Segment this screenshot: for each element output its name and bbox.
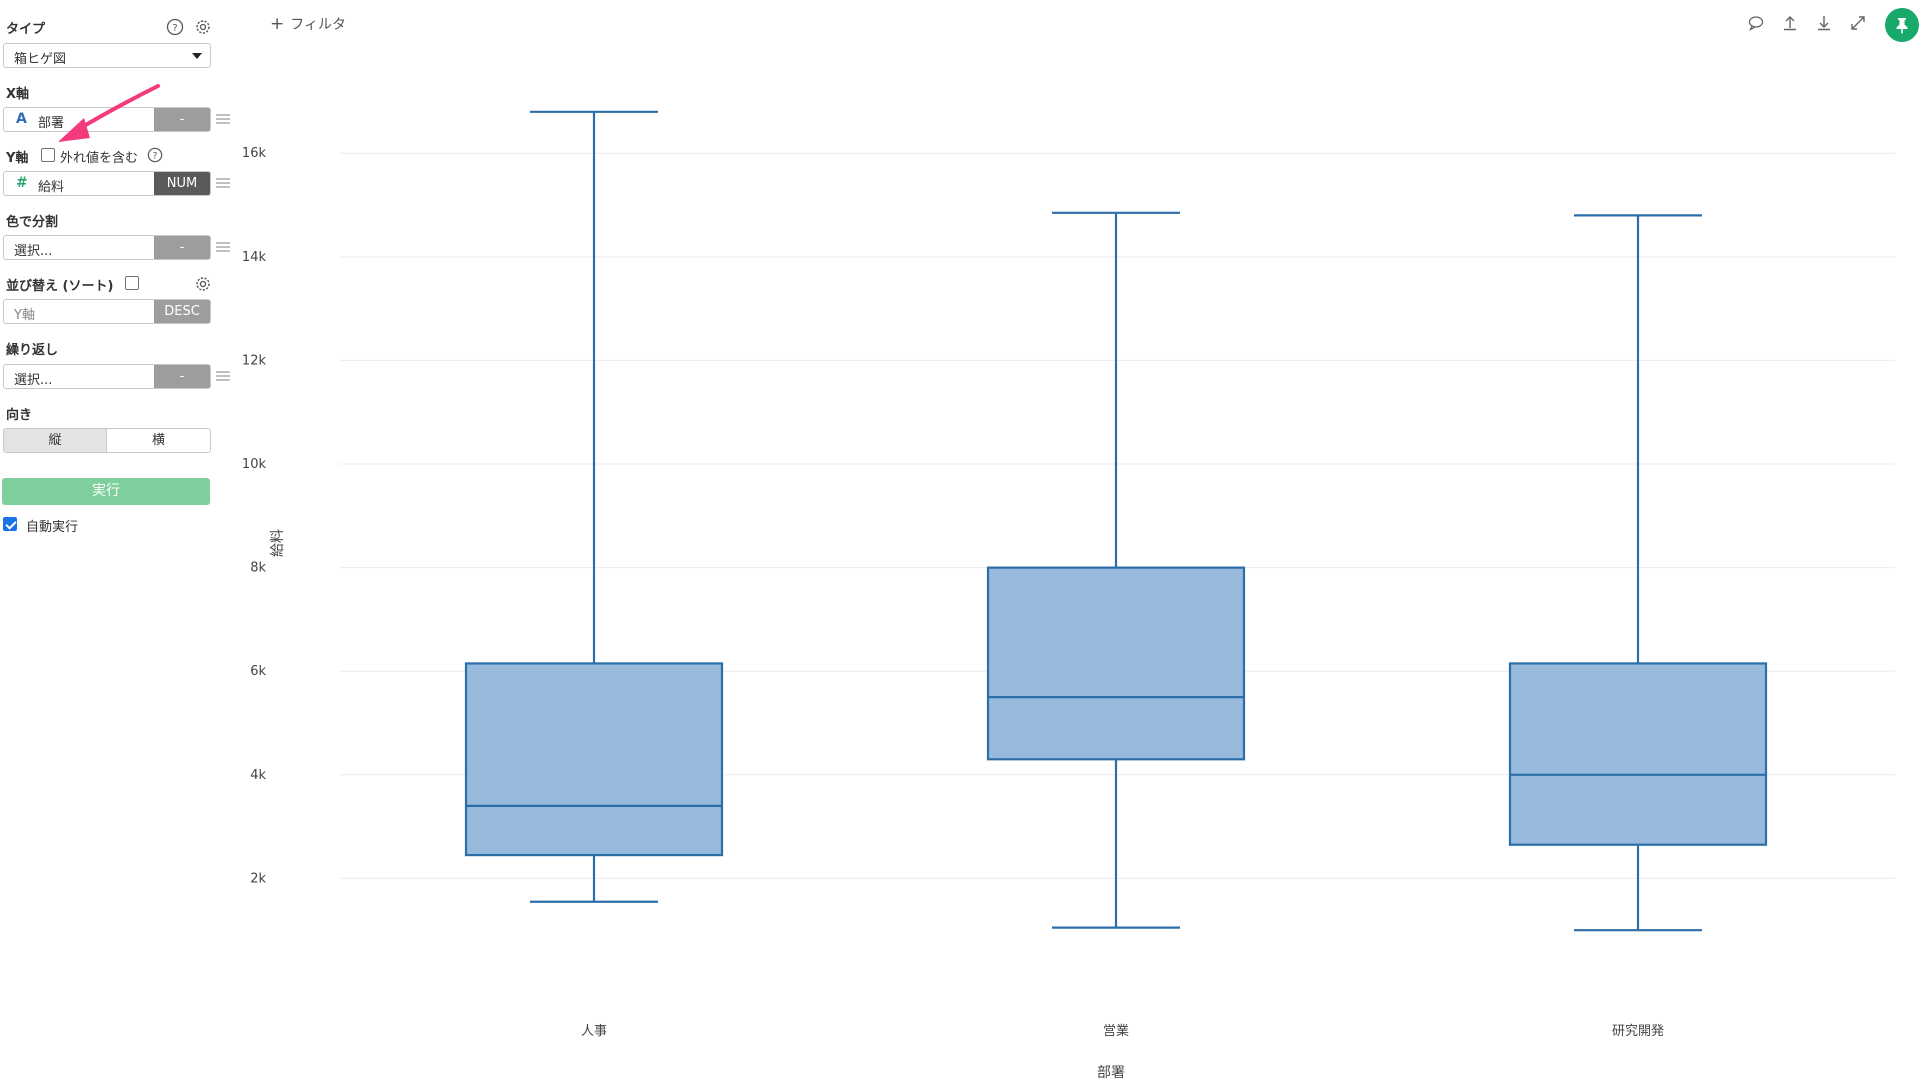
y-tick-label: 16k <box>242 146 267 161</box>
type-label: タイプ <box>6 22 46 37</box>
x-axis-field-name: 部署 <box>38 116 65 131</box>
box <box>986 566 1246 761</box>
y-axis-agg[interactable]: NUM <box>154 172 210 195</box>
number-type-icon: # <box>16 175 28 191</box>
upload-icon[interactable] <box>1781 14 1799 32</box>
filter-label: フィルタ <box>290 17 346 33</box>
y-axis-field[interactable]: # 給料 NUM <box>3 171 211 196</box>
settings-sidebar: タイプ ? 箱ヒゲ図 X軸 A 部署 - Y軸 外れ値を含む ? # 給料 NU… <box>0 0 240 1091</box>
gear-icon[interactable] <box>194 18 212 36</box>
chevron-down-icon <box>192 53 202 59</box>
orientation-toggle: 縦 横 <box>3 428 211 453</box>
color-split-agg[interactable]: - <box>154 236 210 259</box>
add-filter-button[interactable]: + フィルタ <box>270 14 346 34</box>
drag-handle-icon[interactable] <box>216 242 230 252</box>
auto-run-checkbox[interactable] <box>3 517 17 531</box>
sort-checkbox[interactable] <box>125 276 139 290</box>
drag-handle-icon[interactable] <box>216 178 230 188</box>
plus-icon: + <box>270 14 285 34</box>
annotation-arrow <box>58 84 160 142</box>
pin-button[interactable] <box>1885 8 1919 42</box>
orientation-horizontal[interactable]: 横 <box>107 429 210 452</box>
sort-order[interactable]: DESC <box>154 300 210 323</box>
y-tick-label: 8k <box>250 561 266 576</box>
svg-text:?: ? <box>153 152 158 162</box>
download-icon[interactable] <box>1815 14 1833 32</box>
y-tick-label: 2k <box>250 871 266 886</box>
y-tick-label: 4k <box>250 768 266 783</box>
text-type-icon: A <box>16 111 27 127</box>
box <box>464 662 724 857</box>
gear-icon[interactable] <box>194 275 212 293</box>
y-tick-label: 10k <box>242 457 267 472</box>
color-split-label: 色で分割 <box>6 215 59 230</box>
color-split-field[interactable]: 選択... - <box>3 235 211 260</box>
help-icon[interactable]: ? <box>166 18 184 36</box>
y-axis-label: Y軸 <box>6 151 29 166</box>
y-tick-label: 6k <box>250 664 266 679</box>
auto-run-label: 自動実行 <box>26 520 79 535</box>
drag-handle-icon[interactable] <box>216 114 230 124</box>
y-axis-field-name: 給料 <box>38 180 65 195</box>
y-tick-label: 12k <box>242 353 267 368</box>
svg-text:?: ? <box>172 23 177 34</box>
chart-type-value: 箱ヒゲ図 <box>14 52 67 67</box>
expand-icon[interactable] <box>1849 14 1867 32</box>
y-tick-label: 14k <box>242 250 267 265</box>
sort-field[interactable]: Y軸 DESC <box>3 299 211 324</box>
run-button[interactable]: 実行 <box>2 478 210 505</box>
outlier-checkbox[interactable] <box>41 148 55 162</box>
orientation-vertical[interactable]: 縦 <box>4 429 107 452</box>
help-icon[interactable]: ? <box>147 147 163 163</box>
x-tick-label: 人事 <box>581 1024 607 1039</box>
repeat-field[interactable]: 選択... - <box>3 364 211 389</box>
drag-handle-icon[interactable] <box>216 371 230 381</box>
repeat-placeholder: 選択... <box>14 373 53 388</box>
box <box>1508 662 1768 846</box>
sort-label: 並び替え (ソート) <box>6 279 114 294</box>
x-tick-label: 営業 <box>1103 1023 1129 1039</box>
main-panel: + フィルタ 2k 4k 6k 8k 10k 12k 14k 16k 人事 営業 研究開発部署 給料 <box>240 0 1920 1091</box>
repeat-agg[interactable]: - <box>154 365 210 388</box>
y-axis-title: 給料 <box>270 529 286 557</box>
sort-placeholder: Y軸 <box>14 308 35 323</box>
chart-type-select[interactable]: 箱ヒゲ図 <box>3 43 211 68</box>
x-axis-title: 部署 <box>1097 1065 1125 1081</box>
x-tick-label: 研究開発 <box>1612 1024 1664 1039</box>
orientation-label: 向き <box>6 408 33 423</box>
repeat-label: 繰り返し <box>6 343 59 358</box>
pin-icon <box>1896 18 1908 34</box>
comment-icon[interactable] <box>1747 14 1765 32</box>
x-axis-label: X軸 <box>6 87 30 102</box>
color-split-placeholder: 選択... <box>14 244 53 259</box>
outlier-label: 外れ値を含む <box>60 151 139 166</box>
x-axis-agg[interactable]: - <box>154 108 210 131</box>
